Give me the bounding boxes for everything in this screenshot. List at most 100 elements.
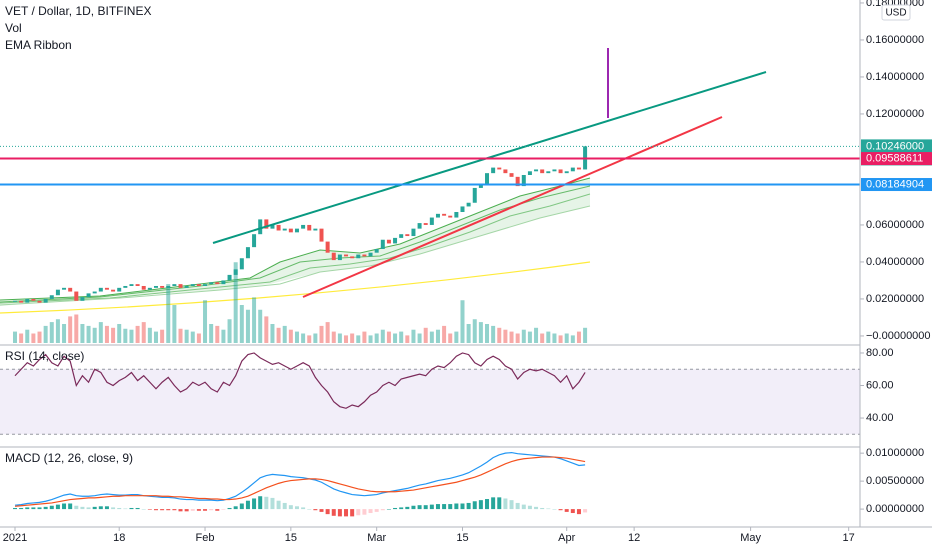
candle-body (239, 258, 244, 270)
candle-body (491, 167, 496, 174)
candle-body (460, 206, 465, 212)
histogram-bar (393, 507, 398, 510)
candle-body (147, 287, 152, 290)
x-tick-label: 18 (113, 532, 125, 544)
histogram-bar (294, 506, 299, 510)
level-box (861, 152, 932, 166)
histogram-bar (411, 505, 416, 510)
histogram-bar (166, 509, 171, 511)
volume-bar (362, 331, 367, 343)
histogram-bar (399, 507, 404, 510)
volume-bar (49, 322, 54, 343)
histogram-bar (98, 506, 103, 510)
histogram-bar (313, 509, 318, 511)
candle-body (331, 252, 336, 261)
volume-bar (227, 319, 232, 343)
ema-long (0, 261, 591, 314)
volume-bar (55, 319, 60, 343)
volume-bar (546, 331, 551, 343)
histogram-bar (123, 508, 128, 510)
x-tick-label: 12 (628, 532, 640, 544)
candle-body (141, 285, 146, 290)
volume-bar (534, 327, 539, 343)
currency: USD (885, 8, 906, 19)
candle-body (405, 234, 410, 237)
macd-title: MACD (12, 26, close, 9) (5, 451, 133, 465)
histogram-bar (472, 501, 477, 510)
candle-body (435, 213, 440, 218)
candle-body (74, 291, 79, 301)
volume-bar (172, 305, 177, 343)
histogram-bar (570, 509, 575, 514)
candle-body (374, 248, 379, 253)
histogram-bar (74, 505, 79, 510)
candle-body (307, 224, 312, 231)
histogram-bar (252, 498, 257, 510)
volume-bar (147, 327, 152, 343)
histogram-bar (80, 506, 85, 510)
volume-bar (117, 324, 122, 343)
volume-bar (583, 327, 588, 343)
histogram-bar (356, 509, 361, 516)
volume-bar (570, 335, 575, 343)
volume-bar (417, 333, 422, 343)
candle-body (270, 224, 275, 229)
volume-bar (380, 329, 385, 343)
candle-body (55, 289, 60, 296)
histogram-bar (25, 507, 30, 510)
volume-bar (313, 333, 318, 343)
candle-body (386, 239, 391, 244)
candle-body (104, 287, 109, 290)
volume-bar (98, 322, 103, 343)
histogram-bar (497, 497, 502, 510)
histogram-bar (331, 509, 336, 516)
volume-bar (435, 329, 440, 343)
volume-bar (74, 314, 79, 343)
candle-body (80, 297, 85, 301)
candle-body (153, 285, 158, 288)
candle-body (521, 174, 526, 187)
volume-bar (239, 305, 244, 343)
volume-bar (25, 329, 30, 343)
level-label: 0.09588611 (866, 152, 923, 164)
histogram-bar (429, 504, 434, 510)
volume-bar (405, 335, 410, 343)
histogram-bar (153, 509, 158, 511)
candle-body (294, 228, 299, 233)
histogram-bar (442, 504, 447, 510)
histogram-bar (55, 504, 60, 510)
candle-body (564, 171, 569, 174)
y-tick-label: 0.06000000 (866, 219, 924, 231)
histogram-bar (203, 509, 208, 511)
volume-bar (92, 327, 97, 343)
candle-body (43, 298, 48, 303)
volume-bar (558, 335, 563, 343)
volume-bar (564, 333, 569, 343)
rsi-band (0, 369, 860, 435)
candle-body (92, 291, 97, 294)
volume-bar (233, 262, 238, 343)
y-tick-label: 0.00500000 (866, 475, 924, 487)
candle-body (123, 285, 128, 288)
volume-bar (178, 328, 183, 343)
histogram-bar (43, 506, 48, 510)
volume-bar (478, 322, 483, 343)
volume-bar (221, 329, 226, 343)
histogram-bar (307, 509, 312, 510)
candle-body (98, 287, 103, 292)
last-price-label: 0.10246000 (866, 140, 924, 152)
indicator-line (14, 352, 586, 409)
candle-body (534, 169, 539, 172)
volume-bar (497, 327, 502, 343)
currency-box[interactable] (881, 4, 911, 21)
candle-body (454, 211, 459, 218)
histogram-bar (460, 503, 465, 510)
candle-body (86, 293, 91, 298)
histogram-bar (111, 507, 116, 510)
histogram-bar (227, 507, 232, 510)
volume-bar (270, 324, 275, 343)
candle-body (49, 295, 54, 299)
histogram-bar (546, 508, 551, 510)
